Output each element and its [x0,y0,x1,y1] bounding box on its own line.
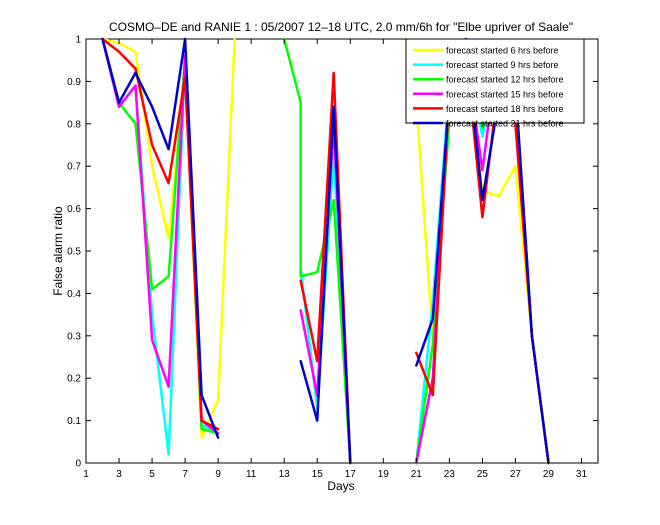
chart-title: COSMO–DE and RANIE 1 : 05/2007 12–18 UTC… [109,20,573,34]
legend-label: forecast started 6 hrs before [446,46,559,56]
legend-label: forecast started 15 hrs before [446,89,564,99]
x-tick-label: 3 [116,469,122,480]
x-tick-label: 9 [215,469,221,480]
y-tick-label: 0.6 [67,204,81,215]
x-tick-label: 27 [510,469,522,480]
legend-label: forecast started 21 hrs before [446,119,564,129]
y-tick-label: 0 [75,459,81,470]
y-tick-label: 0.2 [67,374,81,385]
axis-layer: 1 3 5 7 9 11 13 15 17 19 21 23 25 27 29 3100.10.20.30.4… [67,35,598,480]
y-tick-label: 0.7 [67,162,81,173]
series-line-2-segment-1 [282,37,352,465]
series-line-5-segment-1 [299,105,352,465]
legend-label: forecast started 18 hrs before [446,104,564,114]
x-tick-label: 1 [83,469,89,480]
y-tick-label: 0.4 [67,289,81,300]
legend: forecast started 6 hrs before forecast st… [405,38,585,129]
x-tick-label: 15 [312,469,324,480]
y-tick-label: 0.8 [67,119,81,130]
y-tick-label: 1 [75,35,81,46]
x-tick-label: 29 [543,469,555,480]
series-layer [101,37,550,465]
x-tick-label: 13 [279,469,291,480]
y-tick-label: 0.3 [67,331,81,342]
series-line-0-segment-0 [101,37,236,439]
y-tick-label: 0.9 [67,77,81,88]
legend-label: forecast started 12 hrs before [446,75,564,85]
x-tick-label: 17 [345,469,357,480]
x-tick-label: 7 [182,469,188,480]
y-tick-label: 0.1 [67,416,81,427]
x-tick-label: 19 [378,469,390,480]
x-tick-label: 11 [246,469,257,480]
series-line-4-segment-0 [101,37,220,431]
series-line-5-segment-2 [415,37,550,465]
y-tick-label: 0.5 [67,247,81,258]
x-axis-label: Days [327,479,354,493]
x-tick-label: 25 [477,469,489,480]
legend-label: forecast started 9 hrs before [446,60,559,70]
series-line-5-segment-0 [101,37,220,439]
y-axis-label: False alarm ratio [51,206,65,296]
x-tick-label: 5 [149,469,155,480]
x-tick-label: 21 [411,469,423,480]
x-tick-label: 23 [444,469,456,480]
x-tick-label: 31 [576,469,588,480]
